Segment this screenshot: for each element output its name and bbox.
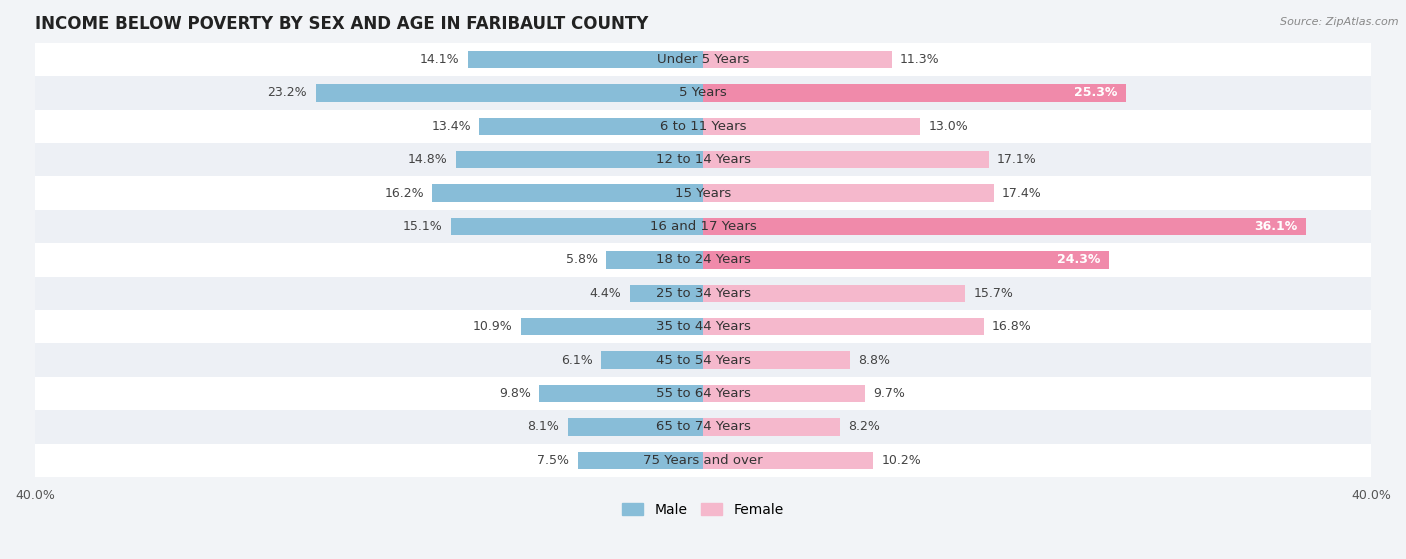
Text: 13.4%: 13.4% [432,120,471,133]
Bar [35,343,1371,377]
Text: 16.8%: 16.8% [993,320,1032,333]
Text: 16 and 17 Years: 16 and 17 Years [650,220,756,233]
Bar [35,443,1371,477]
Bar [703,118,920,135]
Bar [35,277,1371,310]
Text: 8.2%: 8.2% [848,420,880,433]
Text: 6.1%: 6.1% [561,354,593,367]
Text: 14.8%: 14.8% [408,153,447,166]
Bar [451,218,703,235]
Text: 7.5%: 7.5% [537,454,569,467]
Bar [578,452,703,469]
Bar [703,184,994,202]
Text: Source: ZipAtlas.com: Source: ZipAtlas.com [1281,17,1399,27]
Bar [35,43,1371,76]
Bar [703,218,1306,235]
Text: 24.3%: 24.3% [1057,253,1101,267]
Bar [35,310,1371,343]
Bar [703,318,984,335]
Bar [568,418,703,435]
Bar [703,418,839,435]
Bar [703,285,965,302]
Text: 8.1%: 8.1% [527,420,560,433]
Text: 12 to 14 Years: 12 to 14 Years [655,153,751,166]
Bar [315,84,703,102]
Bar [35,210,1371,243]
Text: 55 to 64 Years: 55 to 64 Years [655,387,751,400]
Bar [703,151,988,168]
Text: 36.1%: 36.1% [1254,220,1298,233]
Text: 75 Years and over: 75 Years and over [643,454,763,467]
Bar [703,352,851,369]
Bar [35,243,1371,277]
Text: 5.8%: 5.8% [565,253,598,267]
Bar [703,385,865,402]
Text: 23.2%: 23.2% [267,87,307,100]
Text: 16.2%: 16.2% [384,187,425,200]
Bar [540,385,703,402]
Bar [35,177,1371,210]
Text: 25 to 34 Years: 25 to 34 Years [655,287,751,300]
Bar [703,452,873,469]
Text: 15.7%: 15.7% [973,287,1014,300]
Text: 8.8%: 8.8% [858,354,890,367]
Bar [703,251,1109,268]
Bar [522,318,703,335]
Text: 11.3%: 11.3% [900,53,939,66]
Text: Under 5 Years: Under 5 Years [657,53,749,66]
Bar [468,51,703,68]
Text: INCOME BELOW POVERTY BY SEX AND AGE IN FARIBAULT COUNTY: INCOME BELOW POVERTY BY SEX AND AGE IN F… [35,15,648,33]
Bar [630,285,703,302]
Text: 6 to 11 Years: 6 to 11 Years [659,120,747,133]
Text: 5 Years: 5 Years [679,87,727,100]
Bar [35,143,1371,177]
Text: 9.8%: 9.8% [499,387,531,400]
Bar [35,76,1371,110]
Text: 4.4%: 4.4% [589,287,621,300]
Bar [703,84,1126,102]
Bar [456,151,703,168]
Text: 10.2%: 10.2% [882,454,921,467]
Text: 17.1%: 17.1% [997,153,1036,166]
Bar [703,51,891,68]
Bar [35,410,1371,443]
Text: 15.1%: 15.1% [402,220,443,233]
Bar [602,352,703,369]
Text: 25.3%: 25.3% [1074,87,1118,100]
Text: 14.1%: 14.1% [419,53,460,66]
Text: 13.0%: 13.0% [928,120,969,133]
Text: 17.4%: 17.4% [1002,187,1042,200]
Bar [35,110,1371,143]
Bar [35,377,1371,410]
Bar [433,184,703,202]
Text: 18 to 24 Years: 18 to 24 Years [655,253,751,267]
Text: 9.7%: 9.7% [873,387,905,400]
Bar [479,118,703,135]
Text: 45 to 54 Years: 45 to 54 Years [655,354,751,367]
Text: 15 Years: 15 Years [675,187,731,200]
Text: 35 to 44 Years: 35 to 44 Years [655,320,751,333]
Text: 10.9%: 10.9% [472,320,513,333]
Bar [606,251,703,268]
Legend: Male, Female: Male, Female [617,497,789,522]
Text: 65 to 74 Years: 65 to 74 Years [655,420,751,433]
